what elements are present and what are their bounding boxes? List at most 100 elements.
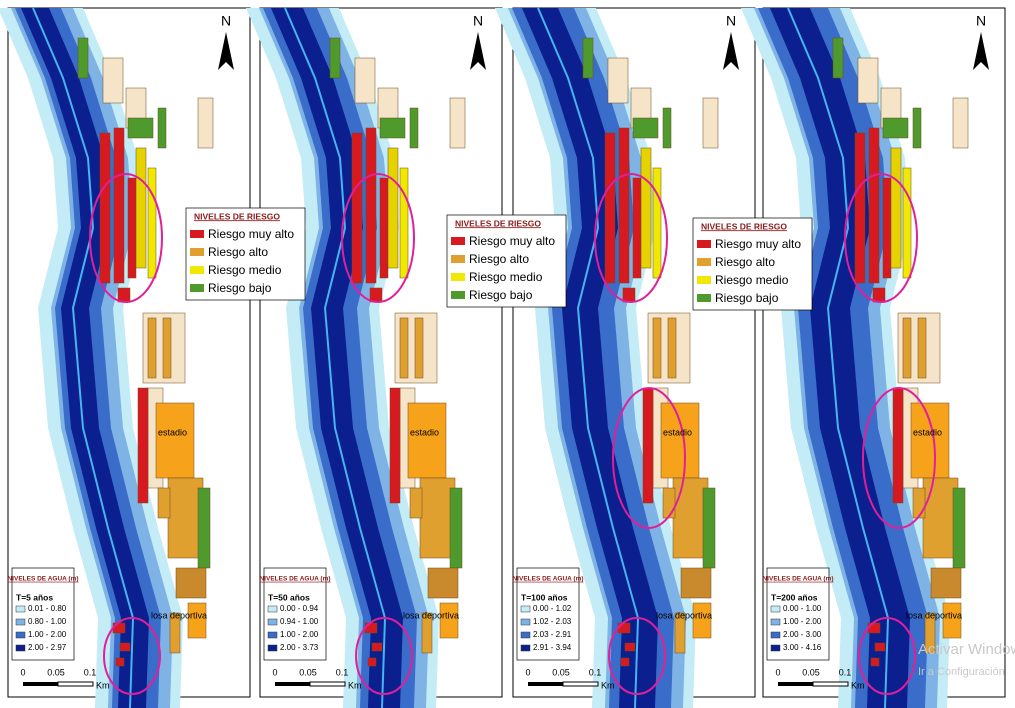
water-swatch bbox=[267, 644, 278, 652]
building bbox=[624, 642, 636, 652]
scale-bar bbox=[23, 682, 58, 686]
building bbox=[113, 127, 125, 284]
building bbox=[872, 287, 886, 303]
risk-swatch bbox=[190, 248, 204, 256]
watermark: Activar Windows bbox=[918, 641, 1015, 658]
water-legend bbox=[263, 567, 327, 661]
water-range: 0.00 - 1.02 bbox=[533, 604, 572, 613]
building bbox=[175, 567, 207, 599]
building bbox=[387, 147, 399, 269]
water-swatch bbox=[15, 631, 26, 639]
water-range: 2.03 - 2.91 bbox=[533, 630, 572, 639]
north-arrow bbox=[470, 32, 486, 70]
scale-unit: Km bbox=[601, 680, 615, 690]
building bbox=[354, 57, 376, 104]
building bbox=[419, 477, 456, 559]
scale-bar bbox=[309, 681, 346, 687]
building bbox=[917, 317, 927, 379]
water-swatch bbox=[267, 618, 278, 626]
highlight-ellipse bbox=[355, 617, 413, 695]
north-arrow bbox=[723, 32, 739, 70]
building bbox=[952, 487, 966, 569]
water-range: 2.91 - 3.94 bbox=[533, 643, 572, 652]
risk-swatch bbox=[451, 255, 465, 263]
water-period: T=5 años bbox=[16, 592, 53, 602]
water-range: 1.00 - 2.00 bbox=[783, 617, 822, 626]
water-legend-title: NIVELES DE AGUA (m) bbox=[512, 576, 583, 583]
building bbox=[365, 127, 377, 284]
building bbox=[857, 57, 879, 104]
water-range: 2.00 - 3.73 bbox=[280, 643, 319, 652]
building bbox=[449, 97, 466, 149]
building bbox=[867, 622, 881, 634]
water-period: T=200 años bbox=[771, 592, 818, 602]
risk-legend-title: NIVELES DE RIESGO bbox=[701, 221, 787, 231]
water-period: T=50 años bbox=[268, 592, 310, 602]
building bbox=[157, 107, 167, 149]
risk-swatch bbox=[451, 273, 465, 281]
water-legend bbox=[516, 567, 580, 661]
water-swatch bbox=[520, 618, 531, 626]
building bbox=[618, 127, 630, 284]
building bbox=[882, 117, 909, 139]
building bbox=[952, 97, 969, 149]
risk-swatch bbox=[190, 284, 204, 292]
place-label: losa deportiva bbox=[403, 610, 459, 620]
building bbox=[912, 487, 926, 519]
building bbox=[99, 132, 111, 284]
place-label: estadio bbox=[913, 427, 942, 437]
building bbox=[155, 402, 195, 479]
water-range: 1.00 - 2.00 bbox=[280, 630, 319, 639]
building bbox=[667, 317, 677, 379]
risk-legend-title: NIVELES DE RIESGO bbox=[455, 218, 541, 228]
water-legend-title: NIVELES DE AGUA (m) bbox=[762, 576, 833, 583]
highlight-ellipse bbox=[862, 387, 936, 529]
risk-item: Riesgo bajo bbox=[469, 288, 533, 302]
risk-swatch bbox=[697, 276, 711, 284]
building bbox=[930, 567, 962, 599]
risk-legend bbox=[692, 217, 813, 311]
building bbox=[157, 487, 171, 519]
scale-label: 0 bbox=[775, 667, 780, 677]
north-arrow bbox=[218, 32, 234, 70]
scale-label: 0.1 bbox=[336, 667, 349, 677]
water-swatch bbox=[15, 644, 26, 652]
flood-very-high bbox=[271, 8, 403, 708]
building bbox=[652, 167, 662, 279]
building bbox=[115, 657, 125, 667]
risk-item: Riesgo medio bbox=[208, 263, 282, 277]
scale-label: 0.1 bbox=[84, 667, 97, 677]
building bbox=[329, 37, 341, 79]
north-label: N bbox=[976, 13, 986, 29]
water-swatch bbox=[770, 605, 781, 613]
place-label: losa deportiva bbox=[656, 610, 712, 620]
place-label: estadio bbox=[158, 427, 187, 437]
water-swatch bbox=[770, 644, 781, 652]
water-range: 0.01 - 0.80 bbox=[28, 604, 67, 613]
north-label: N bbox=[473, 13, 483, 29]
risk-swatch bbox=[190, 266, 204, 274]
risk-swatch bbox=[697, 294, 711, 302]
building bbox=[617, 622, 631, 634]
building bbox=[662, 107, 672, 149]
risk-legend-title: NIVELES DE RIESGO bbox=[194, 211, 280, 221]
scale-label: 0.05 bbox=[299, 667, 317, 677]
scale-unit: Km bbox=[851, 680, 865, 690]
building bbox=[409, 487, 423, 519]
risk-item: Riesgo muy alto bbox=[715, 237, 801, 251]
building bbox=[692, 602, 712, 639]
building bbox=[409, 107, 419, 149]
water-swatch bbox=[267, 631, 278, 639]
scale-label: 0.05 bbox=[47, 667, 65, 677]
water-swatch bbox=[520, 644, 531, 652]
water-legend bbox=[11, 567, 75, 661]
place-label: losa deportiva bbox=[906, 610, 962, 620]
building bbox=[399, 167, 409, 279]
highlight-ellipse bbox=[858, 617, 916, 695]
building bbox=[407, 402, 447, 479]
building bbox=[942, 602, 962, 639]
scale-unit: Km bbox=[96, 680, 110, 690]
